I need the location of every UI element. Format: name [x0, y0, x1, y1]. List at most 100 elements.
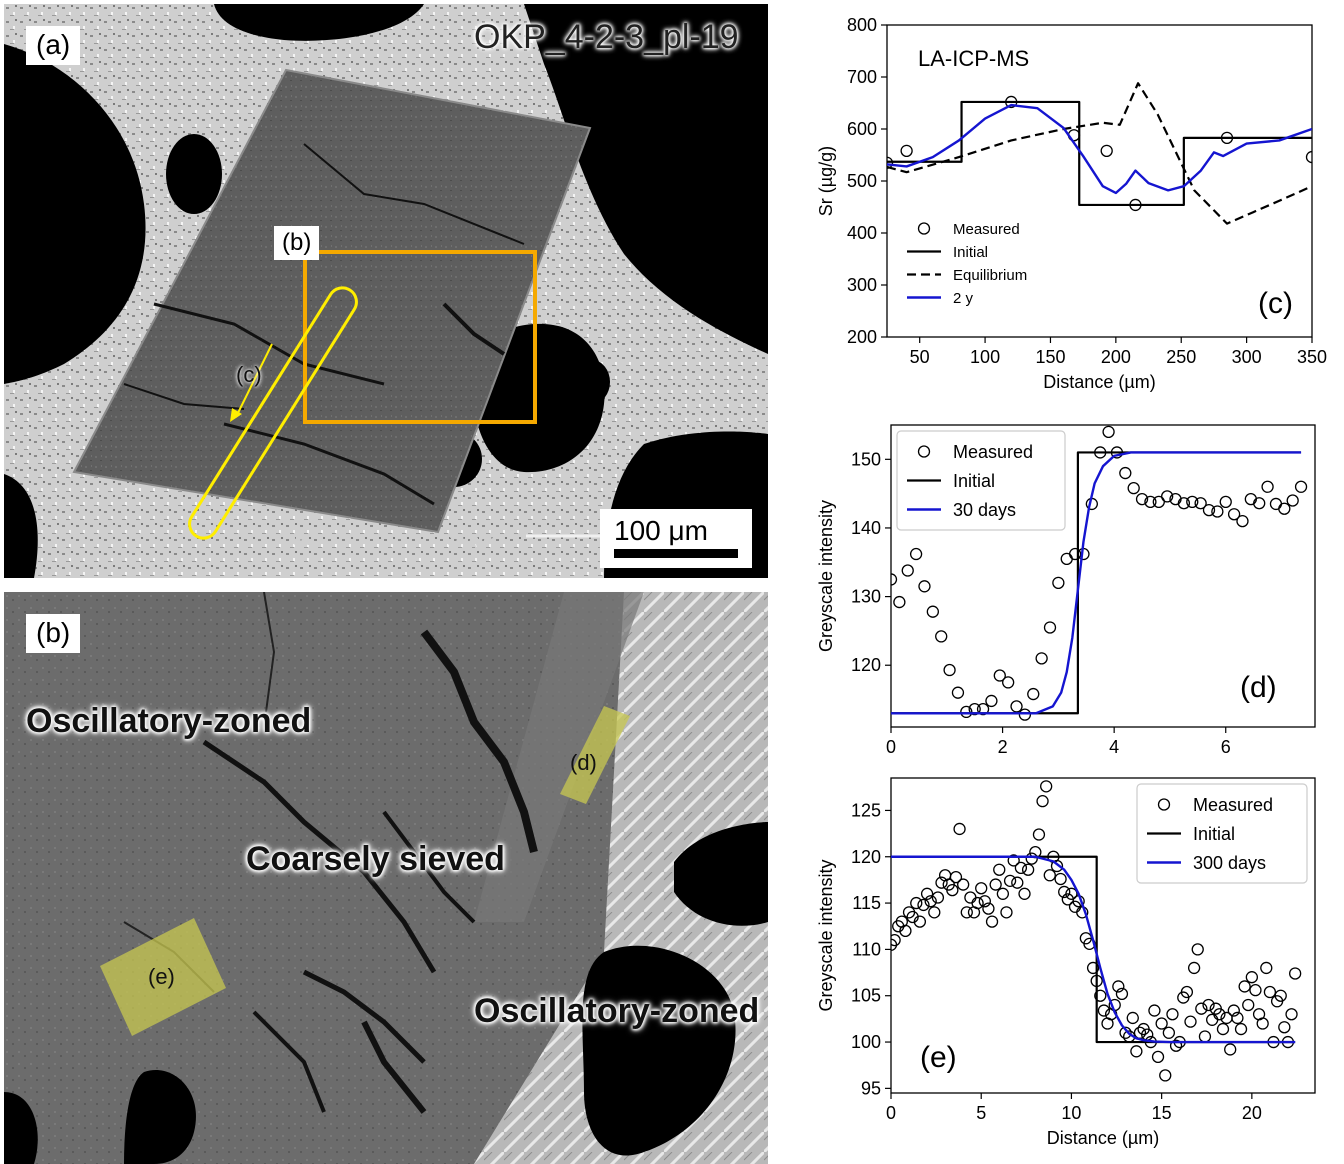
plot-frame-d [890, 424, 1316, 728]
point-d-48 [1286, 494, 1299, 507]
point-e-26 [978, 895, 991, 908]
x-tick-label-e-4: 20 [1242, 1103, 1262, 1123]
series-line-c-2 [887, 82, 1312, 225]
point-e-82 [1180, 985, 1194, 999]
point-e-37 [1018, 887, 1031, 900]
series-line-e-2 [891, 855, 1296, 1044]
point-e-27 [982, 902, 995, 915]
point-e-41 [1032, 828, 1046, 841]
annotation-c: LA-ICP-MS [918, 46, 1029, 71]
x-tick-label-d-0: 0 [886, 737, 896, 757]
point-d-30 [1135, 492, 1149, 506]
x-tick-label-c-5: 300 [1232, 347, 1262, 367]
region-e [100, 918, 226, 1036]
point-e-100 [1245, 971, 1259, 984]
panel-label-b: (b) [26, 614, 81, 653]
point-e-48 [1058, 885, 1071, 899]
y-tick-label-d-0: 120 [851, 655, 881, 675]
point-d-32 [1152, 495, 1165, 509]
point-d-7 [943, 663, 956, 677]
point-d-20 [1052, 576, 1065, 590]
point-e-8 [913, 915, 927, 928]
point-d-18 [1035, 652, 1048, 665]
point-e-95 [1227, 1004, 1240, 1017]
point-e-101 [1249, 984, 1262, 997]
legend-label-c-3: 2 y [953, 290, 974, 307]
point-e-42 [1036, 795, 1049, 808]
legend-label-e-0: Measured [1193, 795, 1273, 815]
point-e-58 [1094, 989, 1107, 1002]
sem-image-b [4, 592, 768, 1164]
point-e-29 [989, 878, 1002, 891]
inset-label-b: (b) [274, 226, 320, 261]
x-tick-label-c-3: 200 [1101, 347, 1131, 367]
point-e-30 [993, 863, 1006, 876]
y-tick-label-d-1: 130 [851, 587, 881, 607]
point-d-38 [1202, 503, 1216, 517]
legend-label-d-1: Initial [953, 471, 995, 491]
point-d-45 [1261, 480, 1274, 493]
x-tick-label-d-1: 2 [998, 737, 1008, 757]
point-e-64 [1115, 987, 1129, 1001]
point-e-32 [1000, 906, 1013, 919]
point-e-67 [1126, 1011, 1139, 1025]
x-tick-label-e-3: 15 [1152, 1103, 1172, 1123]
y-tick-label-e-6: 125 [851, 800, 881, 820]
sem-image-a [4, 4, 768, 578]
point-c-1 [900, 144, 913, 157]
point-e-46 [1050, 859, 1064, 873]
point-d-33 [1161, 490, 1174, 503]
point-e-104 [1260, 961, 1273, 975]
legend-label-d-2: 30 days [953, 500, 1016, 520]
point-e-112 [1289, 967, 1302, 980]
x-tick-label-e-0: 0 [886, 1103, 896, 1123]
point-e-33 [1003, 874, 1017, 887]
point-d-2 [901, 564, 914, 577]
point-e-38 [1021, 863, 1035, 876]
point-d-40 [1219, 495, 1232, 509]
point-e-96 [1231, 1011, 1244, 1025]
point-e-19 [953, 822, 966, 836]
point-d-39 [1211, 505, 1224, 518]
point-e-10 [920, 887, 934, 900]
point-d-21 [1060, 552, 1073, 565]
point-d-14 [1002, 676, 1015, 689]
point-e-85 [1191, 943, 1204, 956]
point-d-5 [926, 605, 939, 618]
point-e-84 [1187, 961, 1201, 975]
point-d-16 [1018, 708, 1032, 721]
legend-label-d-0: Measured [953, 442, 1033, 462]
y-tick-label-d-3: 150 [851, 449, 881, 469]
y-tick-label-e-2: 105 [851, 986, 881, 1006]
point-d-42 [1236, 514, 1249, 528]
point-e-73 [1148, 1004, 1161, 1017]
x-tick-label-c-6: 350 [1297, 347, 1327, 367]
point-d-9 [960, 705, 973, 719]
point-e-89 [1206, 1013, 1219, 1026]
point-e-34 [1007, 854, 1020, 867]
y-tick-label-e-1: 100 [851, 1032, 881, 1052]
legend-c: Measured Initial Equilibrium 2 y [907, 221, 1027, 307]
point-d-12 [985, 694, 998, 708]
point-e-21 [960, 906, 973, 919]
panel-label-a: (a) [26, 26, 81, 65]
y-tick-label-c-1: 300 [847, 275, 877, 295]
y-tick-label-d-2: 140 [851, 518, 881, 538]
point-e-47 [1054, 872, 1067, 886]
point-e-86 [1195, 1002, 1208, 1015]
legend-label-e-1: Initial [1193, 824, 1235, 844]
point-e-105 [1263, 985, 1277, 999]
y-tick-label-c-2: 400 [847, 223, 877, 243]
y-tick-label-e-0: 95 [861, 1078, 881, 1098]
point-e-22 [964, 891, 977, 904]
sample-id-label: OKP_4-2-3_pl-19 [474, 18, 739, 56]
point-d-41 [1227, 508, 1241, 521]
point-d-44 [1253, 497, 1266, 510]
point-e-25 [975, 882, 988, 895]
x-tick-label-e-1: 5 [976, 1103, 986, 1123]
point-e-9 [917, 898, 930, 912]
point-e-13 [931, 891, 945, 904]
legend-d: Measured Initial 30 days [896, 430, 1066, 531]
point-d-4 [918, 580, 931, 593]
point-d-46 [1269, 497, 1283, 511]
